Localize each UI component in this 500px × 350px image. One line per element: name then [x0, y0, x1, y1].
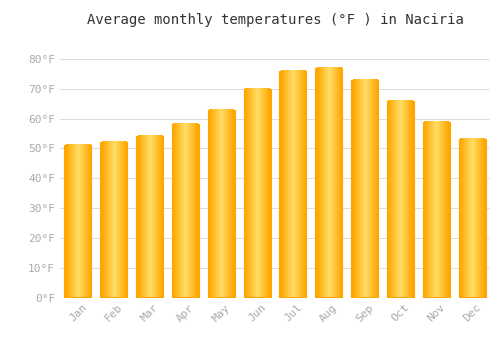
Bar	[100, 142, 127, 298]
Bar	[387, 101, 414, 298]
Bar	[280, 71, 306, 297]
Bar	[351, 80, 378, 298]
Bar	[172, 125, 199, 298]
Bar	[458, 139, 485, 298]
Bar	[244, 89, 270, 298]
Bar	[208, 110, 234, 297]
Bar	[64, 145, 92, 298]
Bar	[316, 68, 342, 298]
Bar	[136, 136, 163, 298]
Title: Average monthly temperatures (°F ) in Naciria: Average monthly temperatures (°F ) in Na…	[86, 13, 464, 27]
Bar	[423, 121, 450, 298]
